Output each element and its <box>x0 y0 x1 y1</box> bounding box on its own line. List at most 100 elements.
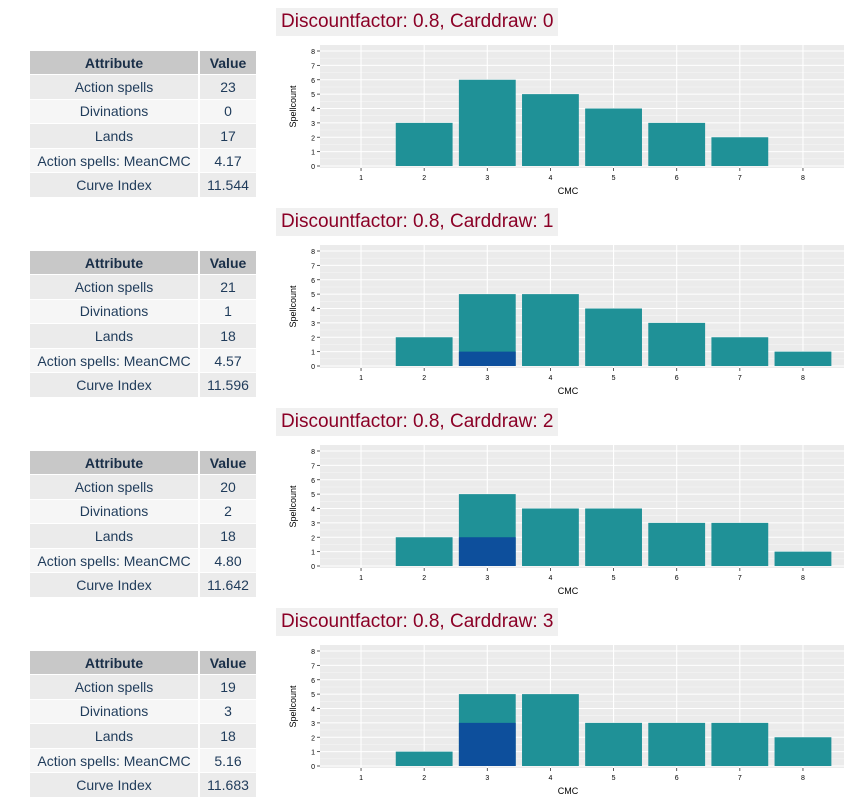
y-tick-label: 3 <box>311 321 315 328</box>
chart-panel-0: Discountfactor: 0.8, Carddraw: 0 Attribu… <box>0 0 850 200</box>
cell-value: 3 <box>199 698 256 724</box>
bar-total <box>522 94 579 166</box>
table-row: Action spells: MeanCMC 5.16 <box>30 747 256 773</box>
y-tick-label: 5 <box>311 292 315 299</box>
x-tick-label: 5 <box>612 775 616 782</box>
y-tick-label: 6 <box>311 678 315 685</box>
cell-value: 20 <box>199 474 256 500</box>
y-tick-label: 3 <box>311 521 315 528</box>
cell-value: 4.57 <box>199 347 256 373</box>
cell-attribute: Curve Index <box>30 772 200 797</box>
cell-value: 4.80 <box>199 547 256 573</box>
table-row: Curve Index 11.642 <box>30 572 256 597</box>
x-tick-label: 4 <box>548 375 552 382</box>
y-tick-label: 8 <box>311 449 315 456</box>
bar-carddraw <box>458 537 516 566</box>
table-header-row: Attribute Value <box>30 451 256 475</box>
header-attribute: Attribute <box>30 251 200 275</box>
table-row: Lands 18 <box>30 523 256 549</box>
cell-attribute: Divinations <box>30 698 200 724</box>
header-value: Value <box>199 651 256 675</box>
chart-panel-3: Discountfactor: 0.8, Carddraw: 3 Attribu… <box>0 600 850 800</box>
bar-total <box>648 722 706 766</box>
y-tick-label: 4 <box>311 307 315 314</box>
x-tick-label: 2 <box>422 375 426 382</box>
x-tick-label: 3 <box>485 775 489 782</box>
y-tick-label: 3 <box>311 121 315 128</box>
table-header-row: Attribute Value <box>30 51 256 75</box>
cell-attribute: Action spells <box>30 474 200 500</box>
y-tick-label: 0 <box>311 564 315 571</box>
x-tick-label: 6 <box>675 375 679 382</box>
header-value: Value <box>199 251 256 275</box>
x-tick-label: 1 <box>359 575 363 582</box>
x-tick-label: 2 <box>422 175 426 182</box>
x-axis-label: CMC <box>558 586 579 596</box>
x-tick-label: 5 <box>612 575 616 582</box>
y-tick-label: 8 <box>311 49 315 56</box>
cell-value: 0 <box>199 98 256 124</box>
bar-total <box>585 722 642 766</box>
cell-value: 2 <box>199 498 256 524</box>
bar-total <box>395 537 453 566</box>
table-row: Action spells: MeanCMC 4.57 <box>30 347 256 373</box>
y-tick-label: 2 <box>311 135 315 142</box>
table-row: Divinations 0 <box>30 98 256 124</box>
bar-total <box>585 508 642 566</box>
chart-panel-1: Discountfactor: 0.8, Carddraw: 1 Attribu… <box>0 200 850 400</box>
x-tick-label: 7 <box>738 175 742 182</box>
y-tick-label: 7 <box>311 263 315 270</box>
x-tick-label: 7 <box>738 575 742 582</box>
attribute-table: Attribute Value Action spells 21 Divinati… <box>30 251 256 397</box>
x-axis-label: CMC <box>558 386 579 396</box>
cell-value: 18 <box>199 523 256 549</box>
bar-total <box>711 137 769 166</box>
x-tick-label: 5 <box>612 175 616 182</box>
x-axis-label: CMC <box>558 786 579 796</box>
bar-total <box>395 337 453 366</box>
x-tick-label: 7 <box>738 375 742 382</box>
cell-value: 11.544 <box>199 172 256 197</box>
x-axis-label: CMC <box>558 186 579 196</box>
bar-total <box>458 79 516 166</box>
x-tick-label: 4 <box>548 775 552 782</box>
cell-attribute: Action spells: MeanCMC <box>30 547 200 573</box>
cell-attribute: Action spells: MeanCMC <box>30 347 200 373</box>
table-row: Action spells: MeanCMC 4.17 <box>30 147 256 173</box>
header-attribute: Attribute <box>30 651 200 675</box>
bar-total <box>648 322 706 366</box>
y-tick-label: 4 <box>311 507 315 514</box>
cell-value: 4.17 <box>199 147 256 173</box>
cell-attribute: Divinations <box>30 98 200 124</box>
cell-value: 18 <box>199 723 256 749</box>
cell-attribute: Lands <box>30 723 200 749</box>
chart-title: Discountfactor: 0.8, Carddraw: 0 <box>276 8 559 36</box>
x-tick-label: 1 <box>359 175 363 182</box>
cell-attribute: Action spells <box>30 74 200 100</box>
x-tick-label: 8 <box>801 775 805 782</box>
cell-attribute: Curve Index <box>30 572 200 597</box>
bar-chart: 0 1 2 3 4 5 6 7 8 1 2 3 4 5 6 7 8 CMC Spellcount <box>288 45 844 196</box>
bar-total <box>648 122 706 166</box>
y-tick-label: 5 <box>311 492 315 499</box>
x-tick-label: 6 <box>675 175 679 182</box>
cell-attribute: Lands <box>30 123 200 149</box>
header-value: Value <box>199 51 256 75</box>
cell-value: 19 <box>199 674 256 700</box>
header-value: Value <box>199 451 256 475</box>
bar-carddraw <box>458 722 516 766</box>
table-header-row: Attribute Value <box>30 251 256 275</box>
x-tick-label: 3 <box>485 175 489 182</box>
x-tick-label: 6 <box>675 575 679 582</box>
y-tick-label: 8 <box>311 649 315 656</box>
y-tick-label: 1 <box>311 550 315 557</box>
table-row: Curve Index 11.544 <box>30 172 256 197</box>
x-tick-label: 2 <box>422 775 426 782</box>
attribute-table: Attribute Value Action spells 19 Divinati… <box>30 651 256 797</box>
attribute-table: Attribute Value Action spells 20 Divinati… <box>30 451 256 597</box>
cell-value: 11.642 <box>199 572 256 597</box>
x-tick-label: 2 <box>422 575 426 582</box>
y-tick-label: 6 <box>311 78 315 85</box>
chart-title: Discountfactor: 0.8, Carddraw: 2 <box>276 408 559 436</box>
y-tick-label: 8 <box>311 249 315 256</box>
